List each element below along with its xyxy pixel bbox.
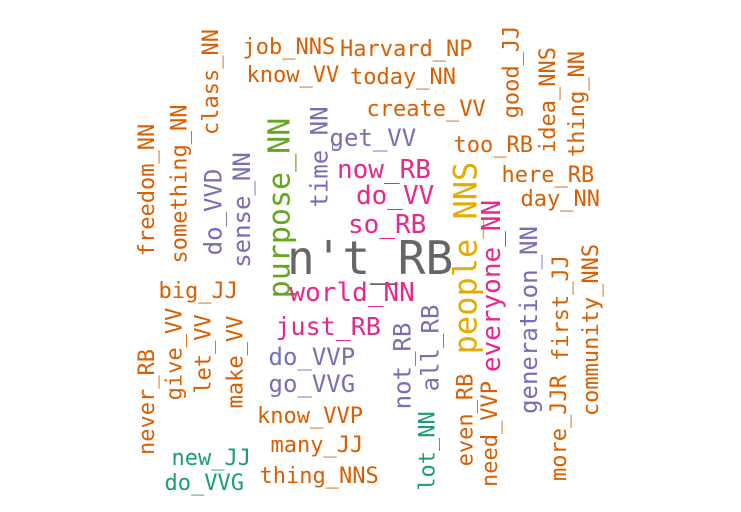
word-so-rb: so_RB <box>348 210 427 240</box>
word-new-jj: new_JJ <box>171 446 251 471</box>
word-today-nn: today_NN <box>350 65 456 90</box>
word-here-rb: here_RB <box>501 163 595 188</box>
word-more-jjr: more_JJR <box>546 375 572 481</box>
word-never-rb: never_RB <box>134 349 160 455</box>
word-many-jj: many_JJ <box>270 433 364 458</box>
word-need-vvp: need_VVP <box>477 381 503 487</box>
word-world-nn: world_NN <box>289 278 415 308</box>
word-get-vv: get_VV <box>329 124 417 152</box>
word-all-rb: all_RB <box>415 304 444 392</box>
word-do-vvd: do_VVD <box>198 168 227 256</box>
word-thing-nn: thing_NN <box>564 51 590 157</box>
word-good-jj: good_JJ <box>498 25 524 119</box>
word-know-vv: know_VV <box>246 63 340 88</box>
word-community-nns: community_NNS <box>579 243 605 417</box>
word-create-vv: create_VV <box>366 97 486 122</box>
word-class-nn: class_NN <box>198 29 224 135</box>
word-day-nn: day_NN <box>520 187 600 212</box>
word-time-nn: time_NN <box>305 106 334 208</box>
word-do-vvp: do_VVP <box>268 343 356 371</box>
word-everyone-nn: everyone_NN <box>477 199 508 373</box>
word-make-vv: make_VV <box>222 315 248 409</box>
word-give-vv: give_VV <box>161 307 187 401</box>
word-people-nns: people_NNS <box>445 161 484 355</box>
word-do-vvg: do_VVG <box>164 471 244 496</box>
word-freedom-nn: freedom_NN <box>135 123 161 257</box>
word-not-rb: not_RB <box>387 322 416 410</box>
word-do-vv: do_VV <box>356 181 435 211</box>
word-lot-nn: lot_NN <box>415 411 441 491</box>
word-go-vvg: go_VVG <box>268 370 356 398</box>
word-purpose-nn: purpose_NN <box>261 117 297 299</box>
word-know-vvp: know_VVP <box>257 404 363 429</box>
word-idea-nns: idea_NNS <box>535 47 561 153</box>
word-just-rb: just_RB <box>275 311 381 341</box>
word-let-vv: let_VV <box>191 314 217 394</box>
word-job-nns: job_NNS <box>242 35 336 60</box>
word-now-rb: now_RB <box>337 155 431 185</box>
word-harvard-np: Harvard_NP <box>340 37 473 62</box>
word-even-rb: even_RB <box>452 373 478 467</box>
word-generation-nn: generation_NN <box>514 226 543 414</box>
word-n-t-rb: n't_RB <box>287 231 454 285</box>
word-first-jj: first_JJ <box>548 255 574 361</box>
word-too-rb: too_RB <box>453 133 533 158</box>
word-something-nn: something_NN <box>166 104 192 264</box>
word-big-jj: big_JJ <box>158 279 238 304</box>
word-thing-nns: thing_NNS <box>259 464 379 489</box>
word-sense-nn: sense_NN <box>227 152 256 268</box>
